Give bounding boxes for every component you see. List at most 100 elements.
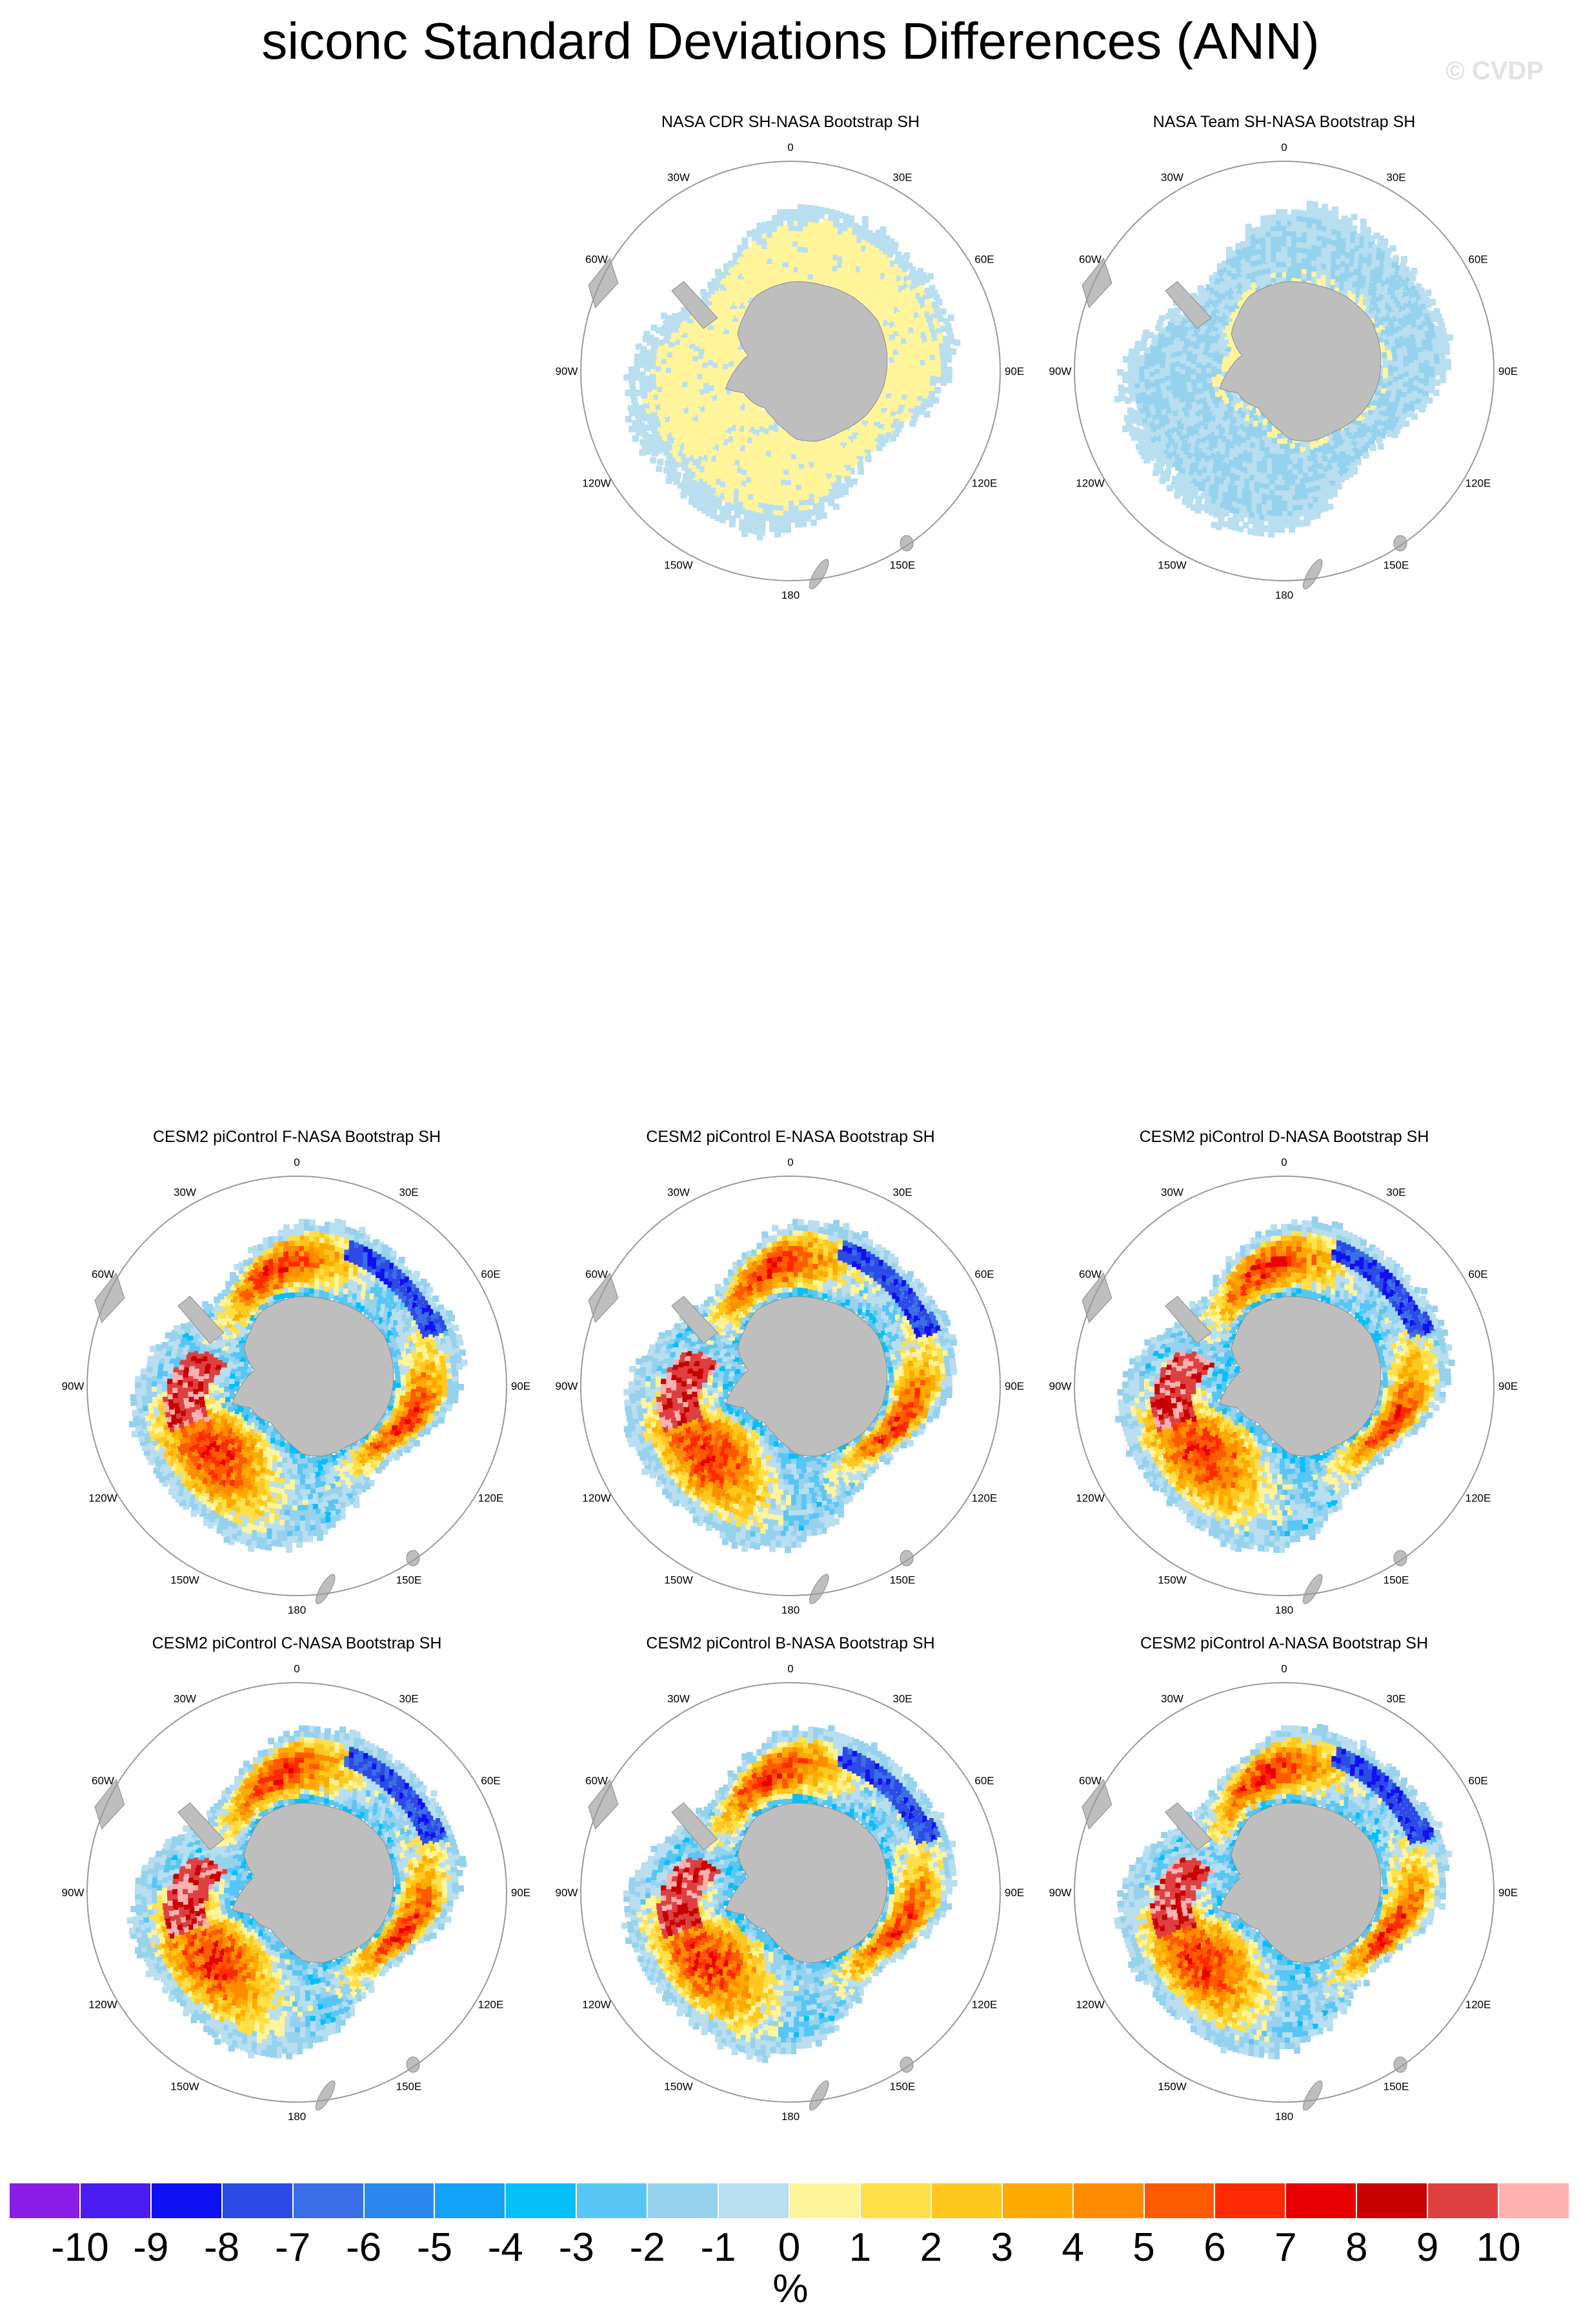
longitude-label: 30W [174, 1187, 196, 1199]
colorbar-swatch [221, 2183, 293, 2219]
colorbar-swatch [576, 2183, 648, 2219]
colorbar-swatch [1356, 2183, 1428, 2219]
map-boundary-circle [1074, 1176, 1495, 1596]
antarctica-landmass [671, 281, 888, 442]
map-panel-nasa-team: NASA Team SH-NASA Bootstrap SH 0 30E 60E 90… [1039, 113, 1529, 603]
longitude-label: 0 [1281, 1156, 1287, 1168]
colorbar-swatch [9, 2183, 80, 2219]
longitude-label: 60W [585, 254, 608, 266]
colorbar-tick-label: -5 [416, 2225, 453, 2270]
south-america-landmass [94, 1272, 125, 1323]
longitude-label: 90W [556, 1887, 578, 1899]
longitude-label: 60E [1468, 1775, 1487, 1787]
longitude-label: 90E [1498, 1887, 1518, 1899]
longitude-label: 60W [92, 1775, 114, 1787]
longitude-label: 120E [478, 1492, 504, 1505]
panel-title: NASA CDR SH-NASA Bootstrap SH [661, 113, 920, 131]
map-boundary-circle [86, 1682, 507, 2103]
colorbar-swatch [647, 2183, 719, 2219]
longitude-label: 150W [170, 2081, 199, 2093]
longitude-label: 30E [1386, 1187, 1405, 1199]
longitude-label: 30E [892, 1187, 912, 1199]
panel-title: CESM2 piControl C-NASA Bootstrap SH [152, 1634, 442, 1652]
longitude-label: 30W [667, 1693, 690, 1705]
longitude-label: 120W [582, 1492, 610, 1505]
colorbar-swatch [1427, 2183, 1499, 2219]
longitude-label: 30W [1161, 1187, 1183, 1199]
longitude-label: 120W [1076, 1999, 1104, 2011]
polar-map: 0 30E 60E 90E 120E 150E 180 150W 120W 90W 60W 30W [556, 141, 1025, 601]
polar-map: 0 30E 60E 90E 120E 150E 180 150W 120W 90W 60W 30W [62, 1156, 531, 1616]
longitude-label: 90W [62, 1380, 85, 1392]
longitude-label: 90W [1049, 365, 1072, 377]
south-america-landmass [1082, 1779, 1113, 1830]
south-america-landmass [1082, 257, 1113, 308]
antarctica-landmass [177, 1296, 394, 1457]
colorbar-swatch [931, 2183, 1002, 2219]
longitude-label: 30W [1161, 172, 1183, 184]
longitude-label: 150E [396, 1574, 422, 1587]
longitude-label: 30E [399, 1693, 418, 1705]
new-zealand-landmass [1303, 1574, 1323, 1605]
south-america-landmass [588, 257, 619, 308]
antarctica-landmass [671, 1802, 888, 1963]
longitude-label: 150W [664, 2081, 692, 2093]
longitude-label: 30W [1161, 1693, 1183, 1705]
longitude-label: 120E [478, 1999, 504, 2011]
sea-ice-field [1114, 201, 1453, 538]
longitude-label: 90E [1498, 365, 1518, 377]
longitude-label: 0 [787, 141, 793, 154]
longitude-label: 150W [1158, 2081, 1186, 2093]
colorbar-swatch [789, 2183, 860, 2219]
longitude-label: 60W [585, 1268, 608, 1281]
longitude-label: 30E [399, 1187, 418, 1199]
longitude-label: 60E [974, 1775, 994, 1787]
map-panel-nasa-cdr: NASA CDR SH-NASA Bootstrap SH 0 30E 60E 90E… [545, 113, 1036, 603]
antarctica-landmass [1165, 1296, 1382, 1457]
colorbar-tick-label: -9 [133, 2225, 169, 2270]
colorbar-labels: -10 -9 -8 -7 -6 -5 -4 -3 -2 -1 0 1 2 3 4 5 6 7 8 9 10 [0, 2225, 1581, 2276]
colorbar-tick-label: 1 [849, 2225, 872, 2270]
longitude-label: 60W [585, 1775, 608, 1787]
new-zealand-landmass [316, 2080, 336, 2111]
colorbar [9, 2183, 1569, 2221]
longitude-label: 120E [972, 1492, 998, 1505]
longitude-label: 120E [972, 1999, 998, 2011]
panel-title: CESM2 piControl D-NASA Bootstrap SH [1139, 1128, 1429, 1146]
longitude-label: 120W [88, 1999, 117, 2011]
antarctica-landmass [177, 1802, 394, 1963]
colorbar-swatch [150, 2183, 222, 2219]
map-boundary-circle [580, 1176, 1001, 1596]
panel-title: NASA Team SH-NASA Bootstrap SH [1153, 113, 1416, 131]
colorbar-tick-label: -3 [558, 2225, 594, 2270]
colorbar-swatch [505, 2183, 577, 2219]
map-boundary-circle [580, 161, 1001, 581]
colorbar-tick-label: 3 [991, 2225, 1013, 2270]
longitude-label: 120E [1465, 477, 1491, 490]
colorbar-swatch [79, 2183, 151, 2219]
panel-title: CESM2 piControl B-NASA Bootstrap SH [646, 1634, 935, 1652]
longitude-label: 120W [88, 1492, 117, 1505]
longitude-label: 60E [481, 1268, 500, 1281]
longitude-label: 150W [170, 1574, 199, 1587]
south-america-landmass [94, 1779, 125, 1830]
longitude-label: 150W [1158, 1574, 1186, 1587]
colorbar-swatch [718, 2183, 789, 2219]
new-zealand-landmass [809, 559, 829, 590]
polar-map: 0 30E 60E 90E 120E 150E 180 150W 120W 90W 60W 30W [556, 1663, 1025, 2123]
longitude-label: 60E [1468, 254, 1487, 266]
panel-title: CESM2 piControl E-NASA Bootstrap SH [646, 1128, 935, 1146]
longitude-label: 180 [781, 589, 800, 601]
longitude-label: 0 [787, 1156, 793, 1168]
sea-ice-field [623, 1219, 958, 1553]
map-panel-cesm2-c: CESM2 piControl C-NASA Bootstrap SH 0 30E… [52, 1634, 542, 2125]
polar-map: 0 30E 60E 90E 120E 150E 180 150W 120W 90W 60W 30W [556, 1156, 1025, 1616]
longitude-label: 0 [1281, 1663, 1287, 1675]
colorbar-tick-label: 7 [1274, 2225, 1297, 2270]
longitude-label: 60E [974, 1268, 994, 1281]
sea-ice-field [621, 1725, 958, 2063]
colorbar-swatch [1285, 2183, 1357, 2219]
panel-title: CESM2 piControl A-NASA Bootstrap SH [1140, 1634, 1429, 1652]
longitude-label: 90W [62, 1887, 85, 1899]
map-boundary-circle [1074, 1682, 1495, 2103]
